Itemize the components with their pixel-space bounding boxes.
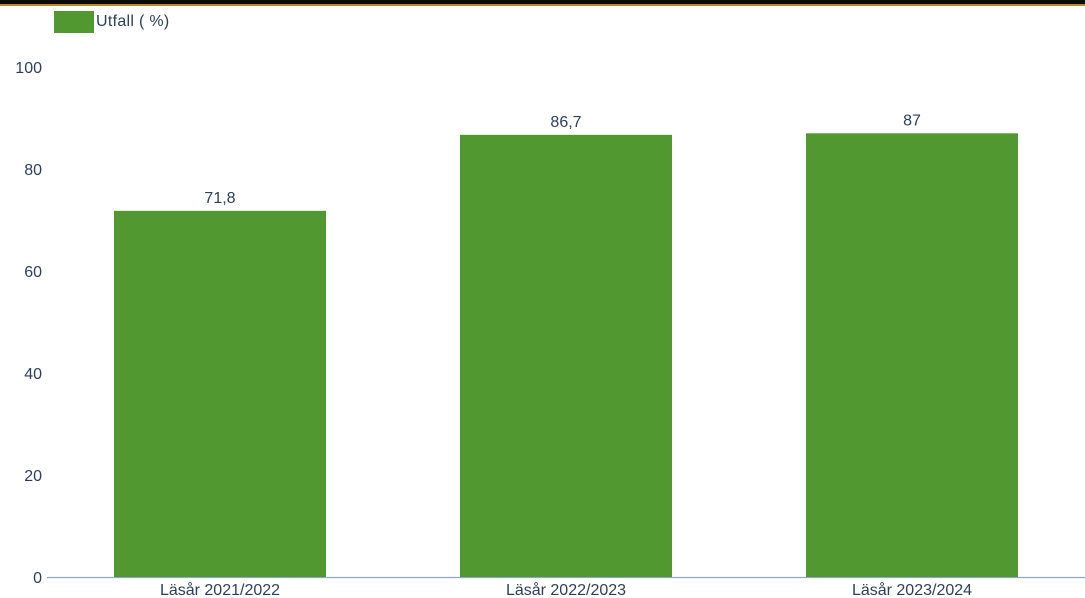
bar-value-label: 87	[903, 112, 921, 129]
bar	[114, 210, 326, 577]
bar	[806, 133, 1018, 578]
bar-value-label: 86,7	[550, 114, 581, 131]
y-tick-label: 60	[24, 264, 42, 281]
y-tick-label: 80	[24, 162, 42, 179]
y-tick-label: 0	[33, 570, 42, 587]
y-tick-label: 40	[24, 366, 42, 383]
y-tick-label: 20	[24, 468, 42, 485]
bar-value-label: 71,8	[204, 190, 235, 207]
top-border-bar	[0, 0, 1085, 6]
legend-swatch	[54, 11, 94, 33]
y-tick-label: 100	[15, 60, 42, 77]
bar	[460, 134, 672, 577]
legend-label: Utfall ( %)	[96, 13, 170, 30]
legend: Utfall ( %)	[54, 11, 170, 33]
x-tick-label: Läsår 2022/2023	[506, 581, 626, 598]
x-tick-label: Läsår 2021/2022	[160, 581, 280, 598]
x-tick-label: Läsår 2023/2024	[852, 581, 972, 598]
